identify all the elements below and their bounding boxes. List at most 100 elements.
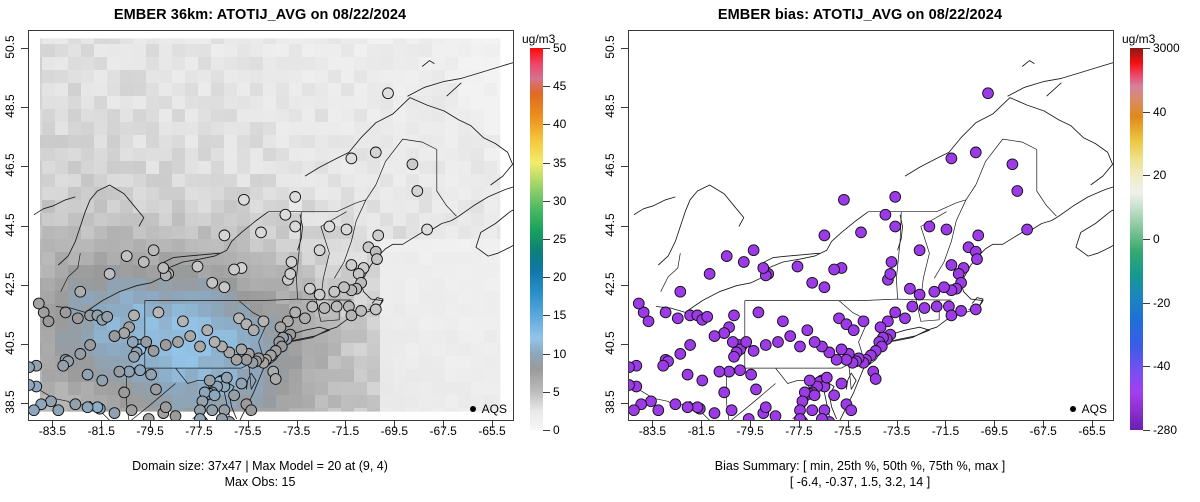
aqs-station-marker[interactable] bbox=[642, 315, 655, 328]
aqs-station-marker[interactable] bbox=[172, 336, 184, 348]
aqs-station-marker[interactable] bbox=[289, 306, 302, 319]
aqs-station-marker[interactable] bbox=[150, 383, 162, 396]
aqs-station-marker[interactable] bbox=[113, 365, 126, 378]
aqs-station-marker[interactable] bbox=[74, 285, 87, 298]
aqs-station-marker[interactable] bbox=[928, 285, 941, 298]
aqs-station-marker[interactable] bbox=[37, 306, 50, 319]
aqs-station-marker[interactable] bbox=[284, 268, 297, 280]
aqs-station-marker[interactable] bbox=[191, 260, 204, 273]
aqs-station-marker[interactable] bbox=[32, 297, 45, 310]
aqs-station-marker[interactable] bbox=[794, 413, 806, 420]
aqs-station-marker[interactable] bbox=[845, 404, 858, 417]
aqs-station-marker[interactable] bbox=[299, 312, 311, 325]
aqs-station-marker[interactable] bbox=[820, 371, 833, 384]
aqs-station-marker[interactable] bbox=[847, 324, 860, 337]
aqs-station-marker[interactable] bbox=[208, 389, 221, 402]
aqs-station-marker[interactable] bbox=[147, 345, 160, 357]
aqs-station-marker[interactable] bbox=[159, 401, 172, 414]
plot-area-bias[interactable]: AQS bbox=[628, 30, 1114, 421]
aqs-station-marker[interactable] bbox=[238, 193, 250, 206]
aqs-station-marker[interactable] bbox=[674, 348, 687, 360]
aqs-station-marker[interactable] bbox=[874, 321, 887, 334]
aqs-station-marker[interactable] bbox=[355, 305, 367, 317]
aqs-station-marker[interactable] bbox=[889, 220, 902, 233]
aqs-station-marker[interactable] bbox=[147, 244, 160, 257]
aqs-station-marker[interactable] bbox=[235, 343, 248, 356]
aqs-station-marker[interactable] bbox=[289, 220, 302, 233]
aqs-station-marker[interactable] bbox=[691, 401, 704, 414]
aqs-station-marker[interactable] bbox=[371, 253, 383, 265]
aqs-station-marker[interactable] bbox=[794, 340, 806, 353]
aqs-station-marker[interactable] bbox=[255, 226, 267, 239]
aqs-station-marker[interactable] bbox=[725, 404, 738, 417]
aqs-station-marker[interactable] bbox=[228, 263, 240, 276]
aqs-station-marker[interactable] bbox=[750, 383, 762, 396]
aqs-station-marker[interactable] bbox=[869, 373, 882, 385]
aqs-station-marker[interactable] bbox=[220, 371, 233, 384]
aqs-station-marker[interactable] bbox=[345, 309, 358, 322]
aqs-station-marker[interactable] bbox=[206, 404, 219, 417]
aqs-station-marker[interactable] bbox=[708, 407, 721, 419]
aqs-station-marker[interactable] bbox=[108, 330, 121, 342]
aqs-station-marker[interactable] bbox=[955, 305, 967, 317]
aqs-station-marker[interactable] bbox=[101, 310, 114, 323]
aqs-station-marker[interactable] bbox=[228, 389, 240, 402]
aqs-station-marker[interactable] bbox=[177, 315, 189, 328]
aqs-station-marker[interactable] bbox=[728, 350, 740, 363]
aqs-station-marker[interactable] bbox=[718, 386, 731, 399]
aqs-station-marker[interactable] bbox=[629, 361, 635, 374]
aqs-station-marker[interactable] bbox=[74, 348, 87, 360]
aqs-station-marker[interactable] bbox=[304, 282, 316, 295]
aqs-station-marker[interactable] bbox=[904, 282, 916, 295]
aqs-station-marker[interactable] bbox=[125, 404, 138, 417]
aqs-station-marker[interactable] bbox=[759, 401, 772, 414]
plot-area-model[interactable]: AQS bbox=[28, 30, 514, 421]
aqs-station-marker[interactable] bbox=[29, 379, 35, 391]
aqs-station-marker[interactable] bbox=[972, 229, 985, 242]
aqs-station-marker[interactable] bbox=[938, 281, 950, 294]
aqs-station-marker[interactable] bbox=[313, 244, 326, 257]
aqs-station-marker[interactable] bbox=[784, 330, 797, 342]
aqs-station-marker[interactable] bbox=[29, 404, 40, 417]
aqs-station-marker[interactable] bbox=[669, 398, 682, 411]
aqs-station-marker[interactable] bbox=[45, 395, 57, 408]
aqs-station-marker[interactable] bbox=[818, 281, 831, 294]
aqs-station-points[interactable] bbox=[629, 87, 1033, 420]
aqs-station-marker[interactable] bbox=[918, 302, 931, 314]
aqs-station-marker[interactable] bbox=[906, 300, 919, 313]
aqs-station-marker[interactable] bbox=[142, 413, 155, 420]
aqs-station-marker[interactable] bbox=[126, 336, 139, 348]
aqs-station-marker[interactable] bbox=[247, 324, 260, 337]
aqs-station-marker[interactable] bbox=[818, 229, 831, 242]
aqs-station-marker[interactable] bbox=[345, 259, 358, 271]
aqs-station-marker[interactable] bbox=[945, 259, 958, 271]
aqs-station-marker[interactable] bbox=[801, 324, 814, 337]
aqs-station-marker[interactable] bbox=[840, 353, 853, 366]
aqs-station-marker[interactable] bbox=[369, 146, 382, 159]
aqs-station-marker[interactable] bbox=[279, 208, 292, 221]
aqs-station-marker[interactable] bbox=[629, 379, 635, 391]
aqs-station-marker[interactable] bbox=[81, 368, 94, 381]
aqs-station-marker[interactable] bbox=[216, 413, 228, 420]
aqs-station-marker[interactable] bbox=[757, 262, 770, 274]
aqs-station-marker[interactable] bbox=[159, 339, 172, 351]
aqs-station-marker[interactable] bbox=[971, 253, 983, 265]
aqs-station-marker[interactable] bbox=[128, 350, 140, 363]
aqs-station-marker[interactable] bbox=[1021, 223, 1033, 236]
aqs-station-marker[interactable] bbox=[657, 359, 670, 372]
aqs-station-marker[interactable] bbox=[857, 315, 870, 328]
aqs-station-marker[interactable] bbox=[285, 256, 298, 268]
aqs-station-marker[interactable] bbox=[969, 303, 982, 316]
aqs-station-marker[interactable] bbox=[816, 413, 828, 420]
aqs-station-marker[interactable] bbox=[157, 262, 170, 274]
aqs-station-marker[interactable] bbox=[1006, 158, 1019, 171]
aqs-station-marker[interactable] bbox=[671, 312, 684, 325]
aqs-station-marker[interactable] bbox=[313, 288, 326, 301]
aqs-station-marker[interactable] bbox=[118, 327, 131, 339]
aqs-station-marker[interactable] bbox=[637, 306, 650, 319]
aqs-station-marker[interactable] bbox=[306, 300, 319, 313]
aqs-station-marker[interactable] bbox=[930, 300, 943, 313]
aqs-station-marker[interactable] bbox=[884, 268, 897, 280]
aqs-station-marker[interactable] bbox=[681, 401, 694, 414]
aqs-station-marker[interactable] bbox=[421, 223, 433, 236]
